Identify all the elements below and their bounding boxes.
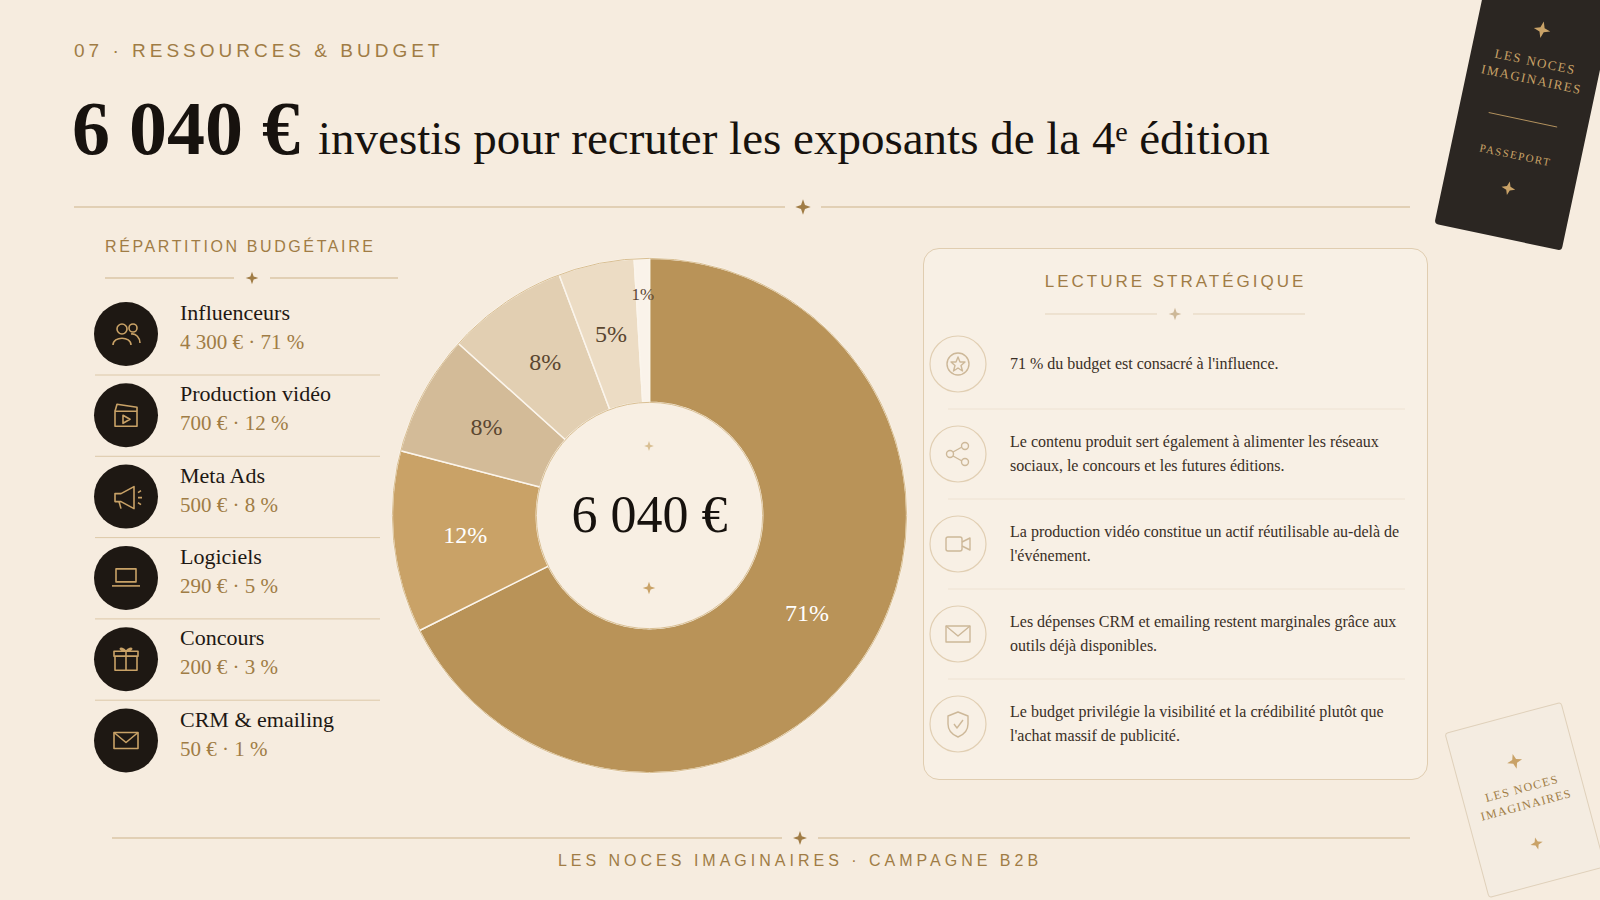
- html-text:50 € · 1 %: 50 € · 1 %: [180, 736, 268, 761]
- html-text:71 % du budget est consacré à: 71 % du budget est consacré à l'influenc…: [1010, 355, 1279, 372]
- html-text:LECTURE STRATÉGIQUE: LECTURE STRATÉGIQUE: [1044, 272, 1307, 291]
- svg-text:IMAGINAIRES: IMAGINAIRES: [1479, 786, 1573, 824]
- html-text:CRM & emailing: CRM & emailing: [180, 706, 334, 732]
- html-text:Le budget privilégie la visibi: Le budget privilégie la visibilité et la…: [1010, 703, 1384, 744]
- html-text:La production vidéo constitue: La production vidéo constitue un actif r…: [1010, 523, 1400, 564]
- svg-text:71%: 71%: [785, 600, 829, 626]
- html-text:LES NOCES IMAGINAIRES · CAMPAG: LES NOCES IMAGINAIRES · CAMPAGNE B2B: [557, 852, 1043, 869]
- html-text:500 € · 8 %: 500 € · 8 %: [180, 492, 278, 517]
- html-text:Production vidéo: Production vidéo: [180, 381, 331, 407]
- html-text:290 € · 5 %: 290 € · 5 %: [180, 573, 278, 598]
- svg-text:LES NOCES: LES NOCES: [1483, 771, 1561, 805]
- html-text:Meta Ads: Meta Ads: [180, 462, 265, 488]
- html-text:700 € · 12 %: 700 € · 12 %: [180, 411, 289, 436]
- svg-text:PASSEPORT: PASSEPORT: [1479, 142, 1553, 169]
- html-text:4 300 € · 71 %: 4 300 € · 71 %: [180, 330, 305, 354]
- svg-text:LES NOCES: LES NOCES: [1493, 45, 1578, 78]
- html-text:6 040 € investis pour recruter: 6 040 € investis pour recruter les expos…: [72, 86, 1270, 170]
- html-text:200 € · 3 %: 200 € · 3 %: [180, 655, 278, 680]
- html-text:RÉPARTITION BUDGÉTAIRE: RÉPARTITION BUDGÉTAIRE: [105, 238, 376, 255]
- svg-text:8%: 8%: [470, 414, 502, 440]
- svg-text:12%: 12%: [443, 522, 487, 548]
- svg-text:5%: 5%: [595, 321, 627, 347]
- html-text:07 · RESSOURCES & BUDGET: 07 · RESSOURCES & BUDGET: [74, 40, 444, 61]
- html-text:Influenceurs: Influenceurs: [180, 300, 290, 325]
- svg-text:IMAGINAIRES: IMAGINAIRES: [1480, 61, 1583, 97]
- html-text:Le contenu produit sert égalem: Le contenu produit sert également à alim…: [1010, 433, 1379, 474]
- svg-text:6 040 €: 6 040 €: [572, 486, 728, 543]
- html-text:Les dépenses CRM et emailing r: Les dépenses CRM et emailing restent mar…: [1010, 613, 1397, 654]
- svg-text:1%: 1%: [632, 285, 655, 304]
- html-text:Logiciels: Logiciels: [180, 543, 262, 569]
- html-text:Concours: Concours: [180, 625, 265, 651]
- svg-text:8%: 8%: [529, 349, 561, 375]
